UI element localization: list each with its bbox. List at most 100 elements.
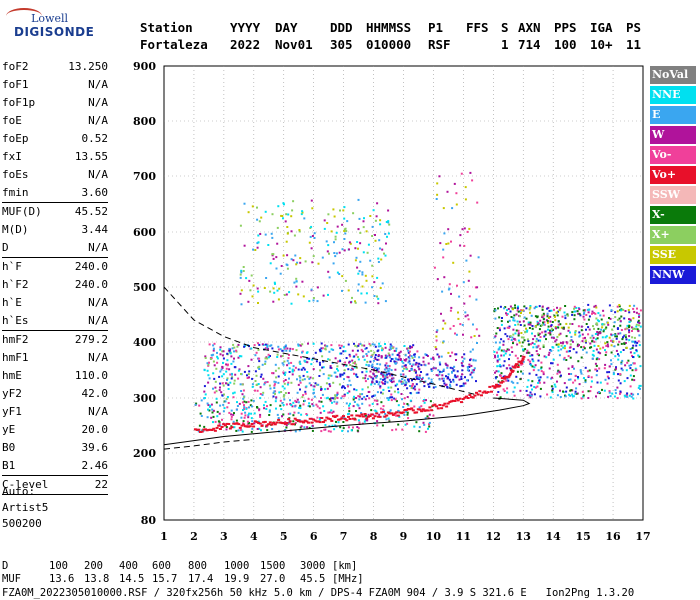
echo-pixel	[343, 249, 346, 252]
echo-pixel	[455, 192, 458, 195]
echo-pixel	[341, 386, 343, 389]
echo-pixel	[300, 413, 303, 416]
param-value: 3.44	[81, 223, 109, 236]
echo-pixel	[564, 317, 567, 320]
footer-value: 3000	[300, 560, 326, 572]
echo-pixel	[463, 357, 466, 360]
trace-point	[193, 428, 197, 431]
echo-pixel	[379, 219, 382, 222]
trace-point	[243, 425, 247, 428]
echo-pixel	[525, 307, 528, 310]
color-legend: NoVal NNE E W Vo- Vo+ SSW X- X+ SSE NNW	[650, 66, 696, 286]
echo-pixel	[441, 290, 444, 293]
echo-pixel	[542, 318, 545, 321]
echo-pixel	[306, 361, 309, 364]
echo-pixel	[304, 260, 307, 263]
trace-point	[401, 411, 405, 414]
echo-pixel	[520, 345, 523, 348]
footer-label: MUF	[2, 573, 21, 585]
trace-point	[220, 426, 224, 428]
echo-pixel	[370, 356, 373, 358]
trace-point	[483, 390, 487, 393]
echo-pixel	[328, 276, 331, 279]
echo-pixel	[639, 309, 642, 312]
echo-pixel	[535, 340, 538, 343]
echo-pixel	[361, 397, 364, 400]
trace-point	[458, 397, 462, 400]
trace-point	[317, 420, 320, 423]
echo-pixel	[257, 302, 259, 304]
echo-pixel	[564, 314, 567, 317]
echo-pixel	[262, 391, 265, 394]
echo-pixel	[403, 367, 405, 370]
echo-pixel	[323, 410, 326, 412]
echo-pixel	[406, 411, 409, 414]
echo-pixel	[298, 230, 301, 233]
echo-pixel	[283, 394, 286, 397]
echo-pixel	[574, 330, 577, 332]
echo-pixel	[239, 224, 242, 227]
bottomside-extrapolation	[163, 438, 254, 450]
echo-pixel	[430, 370, 433, 372]
trace-point	[436, 407, 440, 410]
echo-pixel	[580, 325, 583, 328]
param-row: yE 20.0	[2, 421, 108, 439]
echo-pixel	[387, 209, 390, 212]
echo-pixel	[264, 363, 267, 365]
trace-point	[431, 404, 435, 407]
echo-pixel	[544, 330, 547, 333]
echo-pixel	[310, 398, 313, 401]
echo-pixel	[550, 327, 553, 330]
echo-pixel	[617, 358, 620, 361]
echo-pixel	[546, 376, 549, 379]
echo-pixel	[391, 347, 394, 350]
echo-pixel	[235, 408, 238, 411]
echo-pixel	[228, 347, 231, 350]
echo-pixel	[221, 366, 224, 369]
trace-point	[481, 391, 485, 394]
echo-pixel	[470, 371, 473, 374]
echo-pixel	[381, 392, 384, 395]
echo-pixel	[571, 313, 574, 316]
echo-pixel	[464, 382, 467, 385]
echo-pixel	[271, 428, 274, 430]
echo-pixel	[246, 423, 249, 426]
echo-pixel	[638, 315, 640, 318]
trace-point	[313, 419, 317, 422]
echo-pixel	[408, 360, 411, 363]
echo-pixel	[507, 320, 509, 323]
header-row1-cell: YYYY	[230, 20, 261, 35]
echo-pixel	[273, 384, 276, 387]
echo-pixel	[365, 230, 368, 233]
echo-pixel	[531, 332, 533, 335]
echo-pixel	[370, 376, 373, 379]
echo-pixel	[197, 430, 200, 433]
echo-pixel	[388, 223, 391, 226]
echo-pixel	[357, 344, 360, 347]
echo-pixel	[531, 325, 534, 327]
echo-pixel	[591, 334, 594, 337]
echo-pixel	[379, 287, 382, 289]
trace-point	[287, 418, 291, 421]
echo-pixel	[559, 307, 562, 310]
echo-pixel	[500, 349, 503, 352]
trace-point	[388, 412, 392, 415]
echo-pixel	[216, 357, 219, 360]
echo-pixel	[290, 215, 293, 218]
echo-pixel	[502, 375, 505, 378]
echo-pixel	[435, 330, 438, 333]
echo-pixel	[424, 430, 427, 433]
trace-point	[486, 391, 490, 394]
echo-pixel	[522, 320, 525, 323]
echo-pixel	[240, 303, 243, 306]
echo-pixel	[423, 401, 426, 404]
echo-pixel	[337, 421, 340, 424]
echo-pixel	[620, 362, 623, 365]
echo-pixel	[468, 363, 471, 366]
echo-pixel	[624, 336, 627, 339]
echo-pixel	[565, 390, 568, 393]
echo-pixel	[541, 316, 544, 318]
echo-pixel	[508, 319, 511, 322]
echo-pixel	[407, 347, 410, 350]
echo-pixel	[310, 288, 313, 291]
